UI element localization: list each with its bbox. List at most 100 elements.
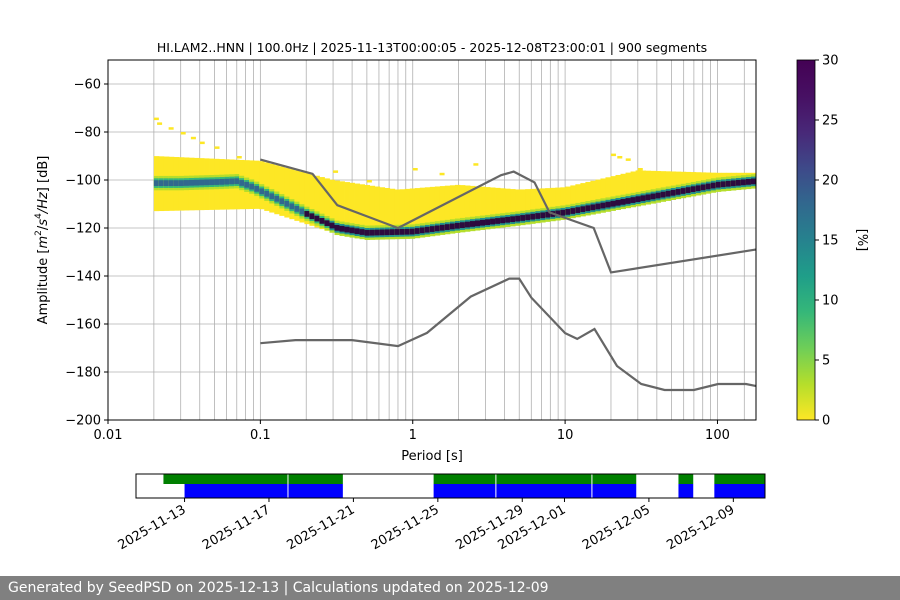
colorbar-tick-label-1: 5 [822,354,830,369]
cloud-band-91 [610,176,616,209]
availability-green-1 [433,474,637,484]
cloud-mode-115 [730,180,737,187]
cloud-mode-59 [449,223,456,230]
low_noise_model [260,277,756,392]
y-tick-label-6: −80 [74,126,101,141]
cloud-band-84 [575,184,581,214]
cloud-band-70 [505,188,511,225]
y-axis-label: Amplitude [m2/s4/Hz] [dB] [34,156,51,325]
high_noise_model [260,158,756,274]
cloud-mode-17 [239,180,245,186]
cloud-outlier-3 [180,132,186,135]
cloud-outlier-8 [333,170,339,173]
cloud-outlier-2 [168,127,174,130]
cloud-mode-24 [274,195,280,202]
cloud-band-50 [404,188,411,235]
cloud-band-56 [434,186,441,233]
cloud-band-59 [449,185,456,231]
noise-models [260,158,756,392]
cloud-band-105 [680,171,687,196]
cloud-mode-51 [409,228,416,235]
cloud-band-92 [615,174,621,208]
x-tick-label-2: 1 [409,428,417,443]
plot-frame [107,59,757,421]
cloud-band-100 [655,171,662,201]
cloud-mode-56 [434,225,441,232]
cloud-band-69 [500,188,506,226]
availability-date-ticks: 2025-11-13 2025-11-17 2025-11-21 2025-11-25… [116,498,737,553]
colorbar-label: [%] [854,229,869,252]
cloud-mode-39 [349,227,355,234]
cloud-band-23 [269,163,275,213]
cloud-band-97 [640,170,647,204]
cloud-mode-71 [510,216,516,223]
cloud-mode-30 [304,211,310,217]
cloud-band-68 [495,187,501,226]
cloud-mode-101 [660,191,667,198]
cloud-band-67 [490,187,496,227]
cloud-band-44 [374,186,381,235]
cloud-mode-0 [153,180,160,186]
data-availability-strip [163,474,765,498]
y-label-exp-2: 2 [34,230,44,236]
y-label-slash: / [36,225,51,230]
cloud-band-57 [439,186,446,232]
cloud-mode-13 [219,179,225,185]
cloud-band-30 [304,173,310,225]
cloud-mode-47 [389,229,396,236]
cloud-mode-68 [495,218,501,224]
cloud-mode-3 [168,180,175,186]
cloud-mode-22 [264,190,270,197]
cloud-band-47 [389,188,396,235]
date-tick-label-6: 2025-12-05 [580,502,653,553]
cloud-mode-44 [374,229,381,236]
cloud-mode-35 [329,222,335,229]
footer: Generated by SeedPSD on 2025-12-13 | Cal… [0,576,900,600]
psd-chart: HI.LAM2..HNN | 100.0Hz | 2025-11-13T00:0… [34,40,869,553]
cloud-band-31 [309,174,315,226]
cloud-mode-43 [369,229,376,236]
cloud-mode-119 [750,178,756,185]
cloud-mode-15 [229,178,235,185]
colorbar-tick-label-2: 10 [822,294,839,309]
cloud-band-46 [384,188,391,235]
date-tick-label-0: 2025-11-13 [116,502,189,553]
availability-blue-2 [678,484,694,498]
cloud-band-49 [399,189,406,235]
cloud-band-104 [675,171,682,197]
x-axis-label: Period [s] [401,449,463,464]
cloud-outlier-11 [439,172,445,176]
cloud-mode-90 [605,201,611,208]
cloud-mode-12 [214,179,220,185]
cloud-band-35 [329,179,335,233]
y-label-hz: /Hz [36,191,51,214]
cloud-mode-46 [384,229,391,236]
cloud-mode-85 [580,206,586,213]
cloud-mode-94 [625,198,631,204]
cloud-mode-34 [324,220,330,227]
cloud-band-32 [314,175,320,228]
cloud-mode-10 [204,179,210,186]
cloud-band-66 [485,187,491,227]
cloud-mode-38 [344,226,350,233]
cloud-mode-98 [645,194,652,201]
cloud-mode-109 [700,184,707,191]
cloud-outlier-5 [199,141,205,145]
cloud-mode-29 [299,208,305,215]
cloud-mode-25 [279,198,285,205]
cloud-mode-63 [469,221,476,227]
cloud-band-85 [580,183,586,214]
cloud-mode-31 [309,213,315,220]
y-label-prefix: Amplitude [ [36,249,51,325]
cloud-mode-54 [424,226,431,233]
cloud-mode-53 [419,227,426,234]
cloud-outlier-15 [625,158,631,161]
cloud-mode-16 [234,178,240,185]
cloud-mode-1 [158,180,165,186]
x-axis-ticks: 0.01 0.1 1 10 100 [94,420,730,443]
colorbar-tick-label-5: 25 [822,114,839,129]
cloud-mode-69 [500,217,506,224]
cloud-mode-37 [339,225,345,232]
psd-density-cloud [153,117,756,240]
cloud-mode-36 [334,224,340,231]
